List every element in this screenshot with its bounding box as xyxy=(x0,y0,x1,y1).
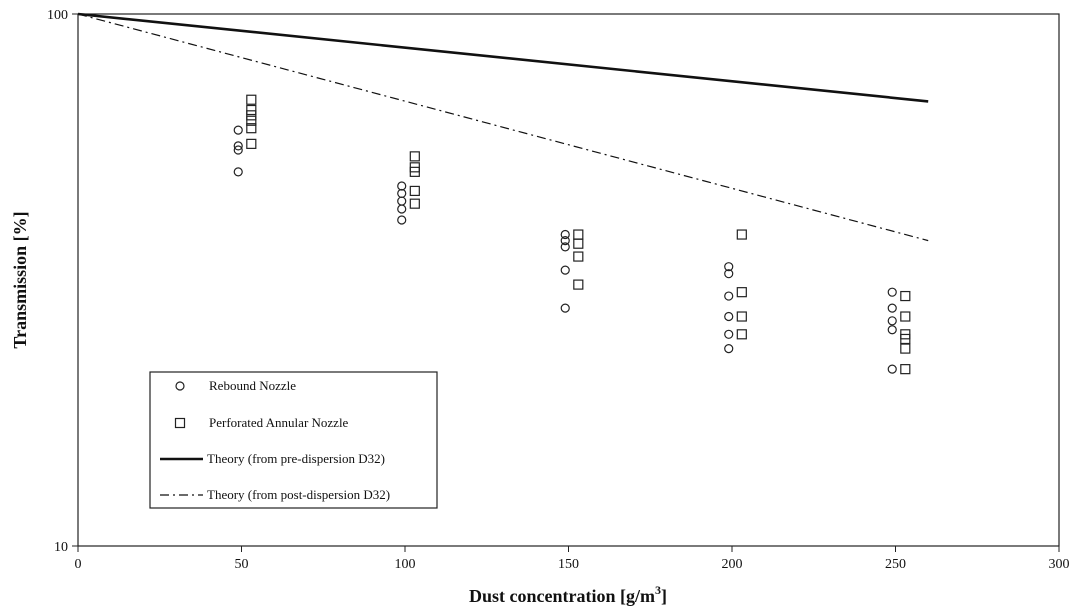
rebound-nozzle-point xyxy=(724,269,734,279)
x-tick-label: 300 xyxy=(1049,557,1070,572)
rebound-nozzle-point xyxy=(233,167,243,177)
annular-nozzle-point xyxy=(246,104,257,116)
legend: Rebound Nozzle Perforated Annular Nozzle T… xyxy=(149,371,438,509)
x-tick-label: 100 xyxy=(395,557,416,572)
legend-box xyxy=(149,371,438,509)
series-2 xyxy=(77,12,929,103)
annular-nozzle-point xyxy=(409,185,420,197)
rebound-nozzle-point xyxy=(724,262,734,272)
rebound-nozzle-point xyxy=(560,236,570,246)
rebound-nozzle-point xyxy=(724,329,734,339)
annular-nozzle-point xyxy=(736,287,747,298)
legend-label: Perforated Annular Nozzle xyxy=(209,415,349,430)
x-tick-label: 200 xyxy=(722,557,743,572)
rebound-nozzle-point xyxy=(397,204,407,214)
x-tick-label: 0 xyxy=(75,557,82,572)
annular-nozzle-point xyxy=(246,110,257,121)
rebound-nozzle-point xyxy=(233,145,243,155)
rebound-nozzle-point xyxy=(560,229,570,240)
rebound-nozzle-point xyxy=(724,291,734,301)
x-tick-label: 250 xyxy=(885,557,906,572)
x-tick-label: 150 xyxy=(558,557,579,572)
rebound-nozzle-point xyxy=(887,316,897,326)
legend-marker-swatch xyxy=(174,417,186,429)
legend-items: Rebound Nozzle Perforated Annular Nozzle T… xyxy=(160,378,390,502)
annular-nozzle-point xyxy=(736,229,747,240)
annular-nozzle-point xyxy=(900,343,911,354)
rebound-nozzle-point xyxy=(724,311,734,322)
y-tick-label: 100 xyxy=(47,8,68,23)
theory-line xyxy=(77,12,929,103)
legend-label: Theory (from pre-dispersion D32) xyxy=(207,451,385,466)
annular-nozzle-point xyxy=(409,198,420,209)
annular-nozzle-point xyxy=(736,311,747,322)
rebound-nozzle-point xyxy=(887,303,897,313)
rebound-nozzle-point xyxy=(560,265,570,275)
annular-nozzle-point xyxy=(409,166,420,177)
annular-nozzle-point xyxy=(573,279,584,290)
rebound-nozzle-point xyxy=(397,215,407,225)
annular-nozzle-point xyxy=(246,138,257,149)
annular-nozzle-point xyxy=(246,123,257,134)
rebound-nozzle-point xyxy=(887,287,897,297)
legend-label: Theory (from post-dispersion D32) xyxy=(207,487,390,502)
annular-nozzle-point xyxy=(573,238,584,249)
series-0 xyxy=(233,125,897,374)
series-1 xyxy=(246,94,911,375)
theory-line xyxy=(77,13,929,242)
series-layer xyxy=(77,12,929,375)
rebound-nozzle-point xyxy=(233,141,243,151)
rebound-nozzle-point xyxy=(724,343,734,354)
y-tick-label: 10 xyxy=(54,540,68,555)
legend-label: Rebound Nozzle xyxy=(209,378,296,393)
annular-nozzle-point xyxy=(573,251,584,262)
rebound-nozzle-point xyxy=(233,125,243,135)
annular-nozzle-point xyxy=(246,94,257,105)
annular-nozzle-point xyxy=(900,364,911,375)
annular-nozzle-point xyxy=(246,115,257,126)
annular-nozzle-point xyxy=(900,333,911,345)
annular-nozzle-point xyxy=(409,151,420,162)
x-axis-title-superscript: 3 xyxy=(655,583,661,597)
annular-nozzle-point xyxy=(900,290,911,302)
y-axis-title: Transmission [%] xyxy=(10,211,30,348)
rebound-nozzle-point xyxy=(560,242,570,252)
rebound-nozzle-point xyxy=(887,325,897,335)
annular-nozzle-point xyxy=(900,311,911,322)
x-tick-label: 50 xyxy=(235,557,249,572)
rebound-nozzle-point xyxy=(887,364,897,374)
axes-ticks: 0 50 100 150 200 250 300 10 100 xyxy=(47,8,1070,572)
x-axis-title: Dust concentration [g/m3] xyxy=(469,583,667,606)
legend-marker-swatch xyxy=(175,381,185,391)
rebound-nozzle-point xyxy=(560,303,570,313)
series-3 xyxy=(77,13,929,242)
annular-nozzle-point xyxy=(736,329,747,340)
